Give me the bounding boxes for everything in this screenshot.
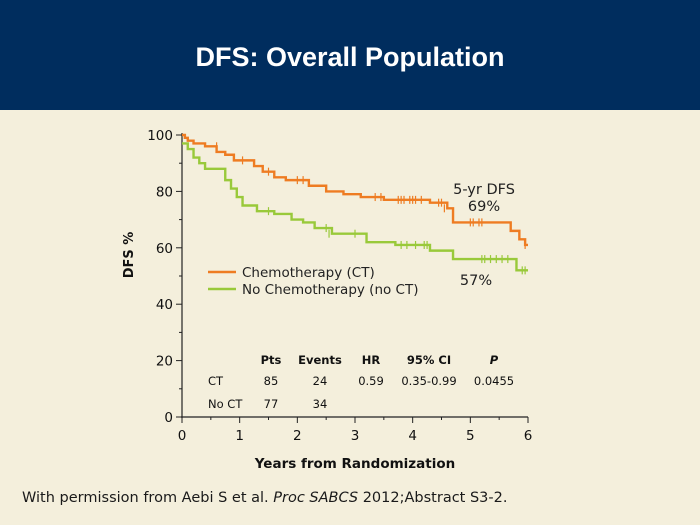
y-tick-label: 40 (156, 297, 173, 313)
censor-marks (216, 142, 526, 275)
table-header-pts: Pts (261, 353, 282, 367)
stats-table: Pts Events HR 95% CI P CT 85 24 0.59 0.3… (208, 353, 514, 411)
table-cell-ct-ci: 0.35-0.99 (401, 374, 456, 388)
y-tick-label: 100 (147, 128, 173, 144)
table-cell-no-ct-events: 34 (313, 397, 328, 411)
table-header-ci: 95% CI (407, 353, 451, 367)
citation-journal: Proc SABCS (273, 490, 359, 506)
y-tick-label: 0 (164, 410, 173, 426)
table-cell-ct-events: 24 (313, 374, 328, 388)
citation: With permission from Aebi S et al. Proc … (22, 490, 507, 506)
km-chart: DFS % Years from Randomization 020406080… (122, 128, 532, 472)
table-header-events: Events (298, 353, 342, 367)
slide-title: DFS: Overall Population (195, 41, 505, 72)
x-tick-label: 4 (408, 428, 417, 444)
table-row-label-ct: CT (208, 374, 224, 388)
x-tick-label: 6 (524, 428, 533, 444)
table-header-hr: HR (362, 353, 381, 367)
table-cell-no-ct-pts: 77 (264, 397, 279, 411)
slide-header: DFS: Overall Population (0, 0, 700, 110)
y-tick-label: 60 (156, 241, 173, 257)
annotation-ct-value: 69% (468, 199, 500, 215)
legend-label-ct: Chemotherapy (CT) (242, 265, 375, 281)
annotation-no-ct-value: 57% (460, 273, 492, 289)
table-cell-ct-p: 0.0455 (474, 374, 514, 388)
table-cell-ct-hr: 0.59 (358, 374, 384, 388)
annotation-title: 5-yr DFS (453, 182, 515, 198)
y-tick-label: 20 (156, 354, 173, 370)
table-row-label-no-ct: No CT (208, 397, 243, 411)
x-axis-label: Years from Randomization (254, 456, 455, 472)
y-tick-label: 80 (156, 184, 173, 200)
legend: Chemotherapy (CT) No Chemotherapy (no CT… (208, 265, 419, 298)
x-tick-label: 2 (293, 428, 302, 444)
citation-suffix: 2012;Abstract S3-2. (358, 490, 508, 506)
x-tick-label: 5 (466, 428, 475, 444)
legend-label-no-ct: No Chemotherapy (no CT) (242, 282, 419, 298)
x-tick-label: 3 (351, 428, 360, 444)
citation-prefix: With permission from Aebi S et al. (22, 490, 274, 506)
y-axis-label: DFS % (122, 232, 137, 279)
curve-no_ct (182, 142, 528, 272)
x-tick-label: 1 (235, 428, 244, 444)
x-tick-label: 0 (178, 428, 187, 444)
table-header-p: P (490, 353, 499, 367)
table-cell-ct-pts: 85 (264, 374, 279, 388)
